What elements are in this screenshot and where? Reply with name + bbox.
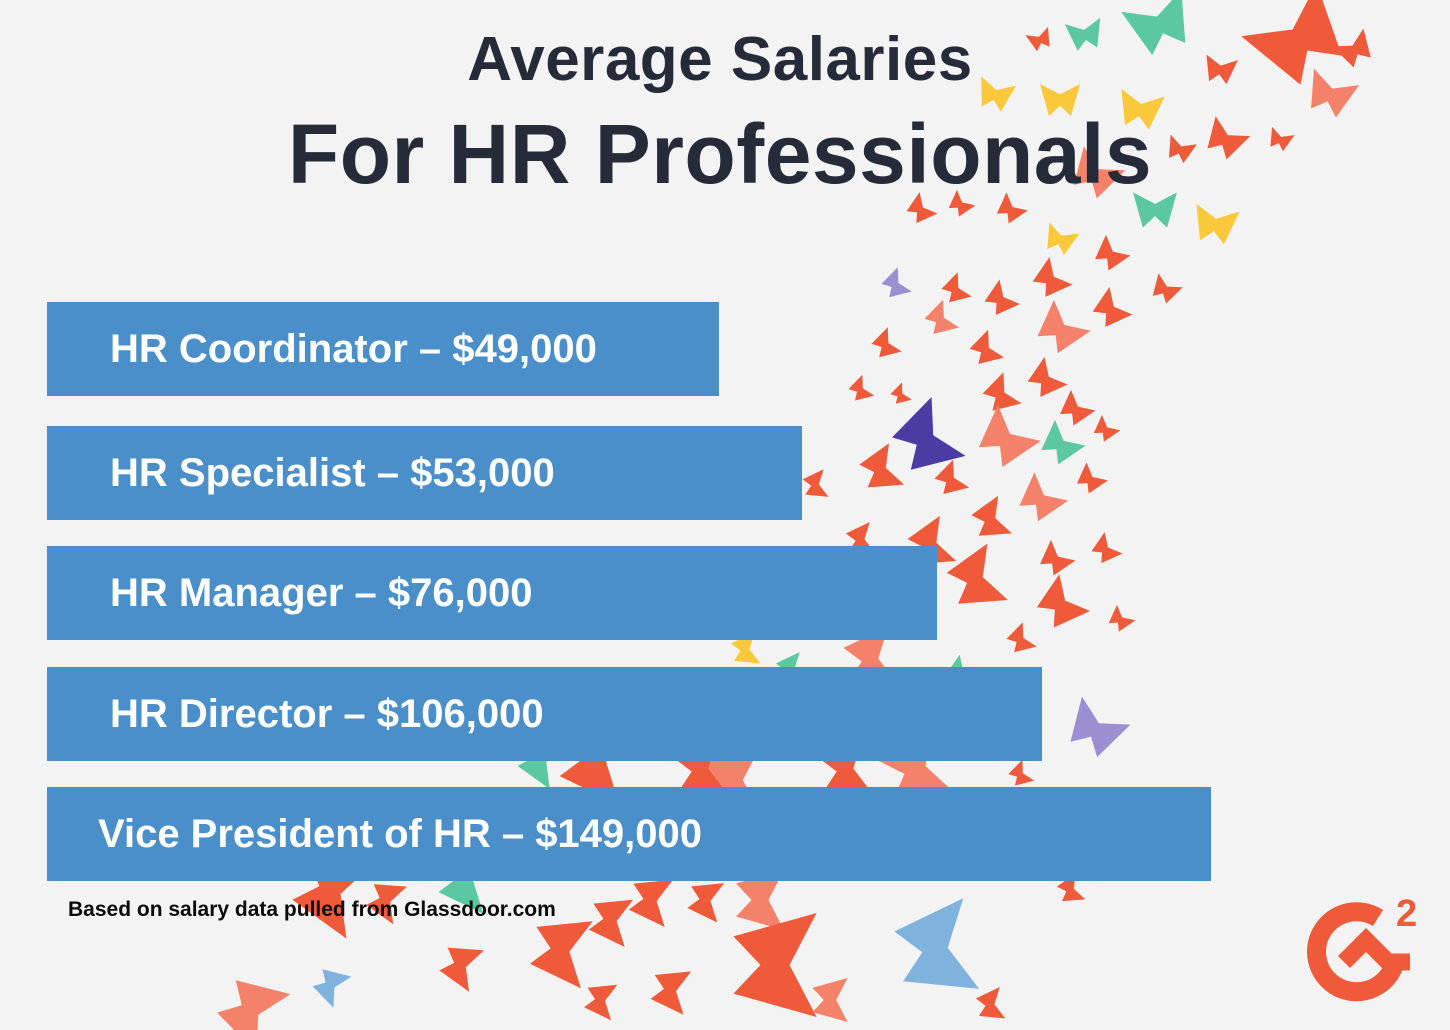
confetti-arrow-19 — [948, 189, 976, 217]
confetti-arrow-5 — [1025, 26, 1050, 52]
bar-4: HR Director – $106,000 — [47, 667, 1042, 761]
confetti-arrow-30 — [924, 299, 960, 335]
confetti-arrow-81 — [650, 971, 692, 1015]
confetti-arrow-71 — [628, 879, 674, 927]
confetti-arrow-20 — [906, 192, 938, 224]
bar-label-3: HR Manager – $76,000 — [110, 571, 533, 615]
bar-label-2: HR Specialist – $53,000 — [110, 451, 555, 495]
confetti-arrow-65 — [673, 736, 729, 796]
confetti-arrow-15 — [1133, 192, 1177, 228]
confetti-arrow-49 — [907, 515, 957, 564]
chart-title-line-2: For HR Professionals — [287, 107, 1153, 201]
confetti-arrow-29 — [969, 329, 1005, 365]
confetti-arrow-61 — [1056, 873, 1086, 902]
confetti-arrow-18 — [996, 192, 1028, 224]
confetti-arrow-3 — [1121, 0, 1186, 56]
confetti-arrow-8 — [1040, 84, 1080, 116]
confetti-arrow-59 — [1070, 696, 1131, 758]
confetti-arrow-40 — [890, 382, 912, 404]
bar-3: HR Manager – $76,000 — [47, 546, 937, 640]
confetti-arrow-10 — [981, 76, 1017, 112]
confetti-arrow-23 — [1032, 256, 1073, 297]
bar-1: HR Coordinator – $49,000 — [47, 302, 719, 396]
confetti-arrow-78 — [733, 913, 817, 1017]
g2-logo-icon: 2 — [1307, 893, 1417, 1002]
confetti-arrow-42 — [934, 459, 970, 495]
confetti-arrow-83 — [812, 978, 848, 1022]
confetti-arrow-72 — [687, 883, 725, 923]
confetti-arrow-32 — [1027, 356, 1068, 397]
svg-text:2: 2 — [1396, 893, 1417, 935]
confetti-arrow-44 — [1076, 462, 1108, 494]
confetti-arrow-24 — [984, 279, 1021, 315]
confetti-arrow-74 — [588, 899, 634, 947]
confetti-arrow-82 — [584, 984, 618, 1021]
confetti-arrow-35 — [848, 374, 875, 401]
confetti-arrow-17 — [1047, 222, 1080, 256]
confetti-arrow-70 — [366, 884, 407, 925]
chart-title-line-1: Average Salaries — [467, 25, 973, 94]
confetti-arrow-79 — [894, 898, 980, 989]
confetti-arrow-31 — [871, 327, 902, 358]
confetti-arrow-52 — [1036, 574, 1091, 628]
confetti-arrow-16 — [1196, 203, 1240, 245]
confetti-arrow-37 — [978, 404, 1041, 468]
confetti-arrow-50 — [1040, 539, 1076, 576]
confetti-arrow-11 — [1207, 116, 1251, 160]
confetti-arrow-51 — [946, 543, 1008, 604]
confetti-arrow-2 — [1332, 28, 1371, 68]
source-note: Based on salary data pulled from Glassdo… — [68, 898, 556, 921]
confetti-arrow-76 — [439, 947, 485, 992]
confetti-arrow-80 — [217, 980, 291, 1030]
confetti-arrow-84 — [975, 987, 1006, 1019]
confetti-arrow-27 — [1092, 286, 1133, 327]
confetti-arrow-4 — [1064, 17, 1101, 51]
confetti-arrow-13 — [1168, 134, 1197, 164]
confetti-arrow-34 — [1060, 389, 1096, 426]
confetti-arrow-53 — [1108, 604, 1136, 632]
confetti-arrow-47 — [1091, 532, 1123, 564]
bar-2: HR Specialist – $53,000 — [47, 426, 802, 520]
confetti-arrow-67 — [818, 736, 874, 796]
confetti-arrow-28 — [1037, 299, 1091, 354]
confetti-arrow-14 — [1073, 146, 1126, 199]
confetti-arrow-12 — [1270, 126, 1295, 152]
confetti-arrow-66 — [877, 721, 959, 802]
confetti-arrow-41 — [859, 443, 905, 488]
confetti-arrow-25 — [941, 272, 972, 303]
confetti-arrow-75 — [529, 921, 593, 989]
bar-label-1: HR Coordinator – $49,000 — [110, 327, 597, 371]
confetti-arrow-48 — [845, 522, 876, 554]
confetti-arrow-7 — [1311, 68, 1360, 118]
confetti-arrow-60 — [1008, 759, 1035, 786]
confetti-arrow-57 — [730, 632, 761, 664]
confetti-arrow-39 — [1093, 414, 1121, 442]
confetti-arrow-46 — [971, 495, 1012, 536]
confetti-arrow-43 — [1019, 472, 1069, 522]
confetti-arrow-36 — [892, 396, 966, 470]
confetti-arrow-21 — [1095, 234, 1131, 271]
confetti-arrow-26 — [881, 267, 912, 298]
confetti-arrow-33 — [982, 372, 1022, 411]
bar-5: Vice President of HR – $149,000 — [47, 787, 1211, 881]
confetti-arrow-1 — [1241, 0, 1342, 85]
confetti-arrow-22 — [1152, 273, 1183, 304]
confetti-arrow-54 — [1006, 622, 1037, 653]
confetti-arrow-45 — [802, 469, 829, 497]
bar-label-4: HR Director – $106,000 — [110, 692, 544, 736]
confetti-arrow-77 — [312, 969, 352, 1008]
confetti-arrow-9 — [1121, 88, 1165, 130]
confetti-arrow-6 — [1206, 54, 1238, 85]
confetti-arrow-73 — [736, 870, 784, 930]
confetti-arrow-38 — [1041, 419, 1086, 465]
bar-label-5: Vice President of HR – $149,000 — [98, 812, 703, 856]
